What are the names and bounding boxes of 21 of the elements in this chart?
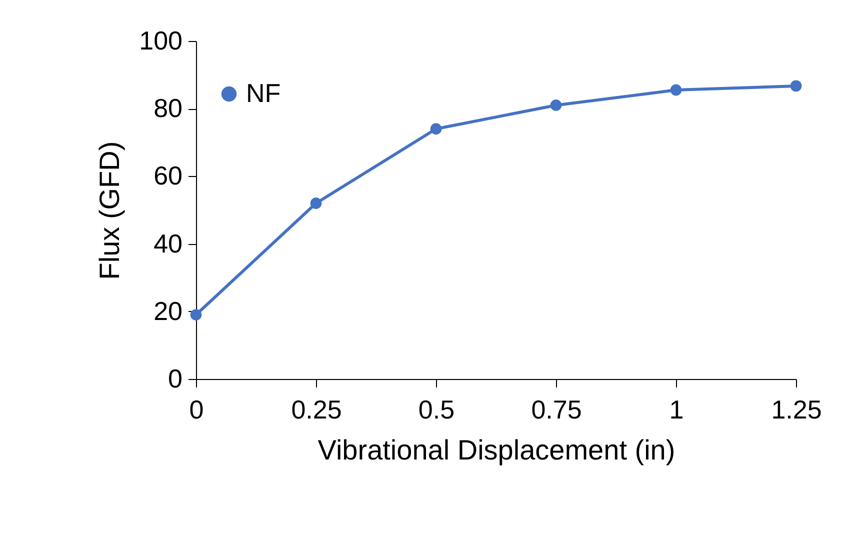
y-tick-label: 40 (154, 228, 182, 258)
x-tick-label: 0 (189, 394, 204, 424)
point (430, 123, 442, 135)
y-tick-label: 0 (168, 364, 182, 394)
y-axis-title: Flux (GFD) (94, 141, 126, 280)
point (670, 84, 682, 96)
legend-label: NF (246, 78, 281, 108)
y-tick-label: 100 (139, 26, 182, 56)
point (790, 80, 802, 92)
x-tick-label: 1.25 (771, 394, 822, 424)
x-tick-label: 1 (669, 394, 684, 424)
point (190, 309, 202, 320)
x-axis-title: Vibrational Displacement (in) (318, 434, 676, 466)
x-tick-label: 0.25 (291, 394, 342, 424)
y-tick-label: 80 (154, 93, 182, 124)
point (310, 198, 322, 209)
y-tick-label: 20 (154, 296, 182, 326)
point (550, 100, 562, 111)
y-tick-label: 60 (154, 160, 182, 191)
x-tick-label: 0.75 (531, 394, 582, 424)
x-tick-label: 0.5 (418, 394, 455, 424)
